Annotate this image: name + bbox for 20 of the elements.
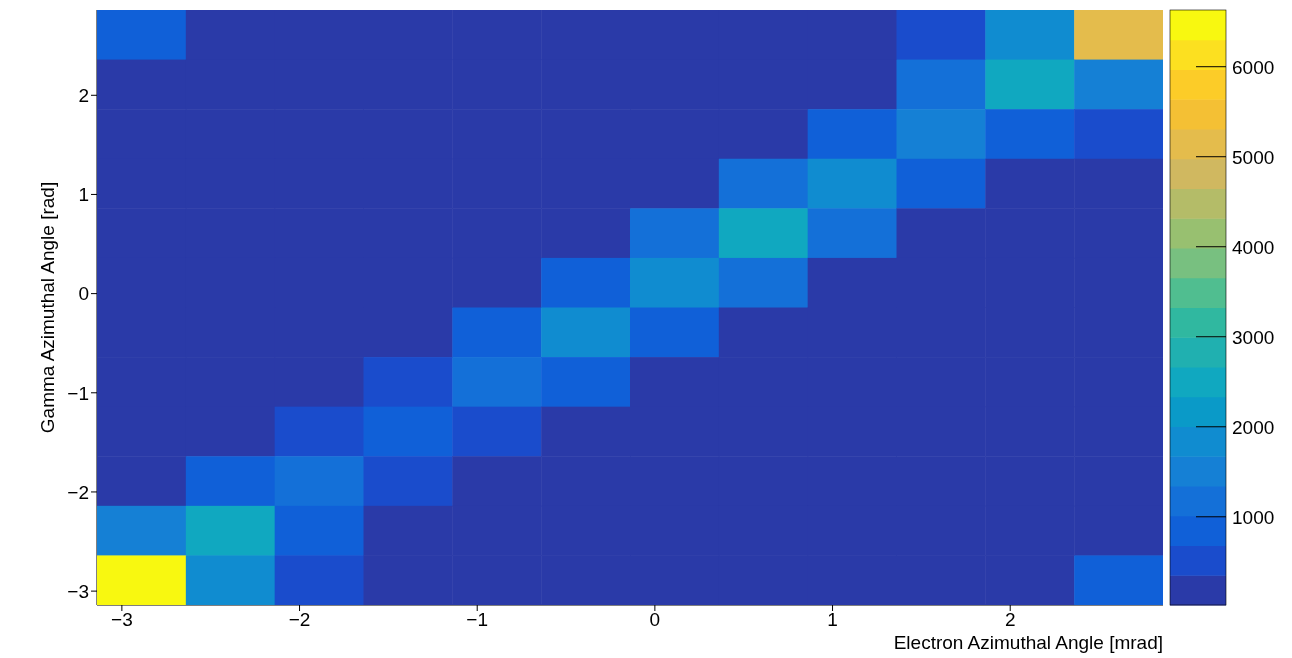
y-tick-label: 2 [78,85,89,107]
color-bar-label: 2000 [1232,416,1275,438]
y-tick-label: 0 [78,283,89,305]
x-tick-label: −2 [288,609,311,631]
x-tick-label: −1 [466,609,489,631]
y-tick-label: 1 [78,184,89,206]
y-tick-label: −2 [67,481,89,503]
color-bar-label: 6000 [1232,56,1275,78]
y-tick-label: −1 [67,382,89,404]
x-tick-label: 1 [827,609,838,631]
x-tick-label: 2 [1004,609,1016,631]
color-bar-label: 4000 [1232,236,1275,258]
x-axis-title: Electron Azimuthal Angle [mrad] [893,632,1163,654]
color-bar-label: 3000 [1232,326,1275,348]
y-axis-title: Gamma Azimuthal Angle [rad] [36,181,58,434]
y-tick-label: −3 [67,580,89,602]
x-tick-label: 0 [649,609,661,631]
color-bar-label: 5000 [1232,146,1275,168]
color-bar-label: 1000 [1232,506,1275,528]
x-tick-label: −3 [111,609,133,631]
